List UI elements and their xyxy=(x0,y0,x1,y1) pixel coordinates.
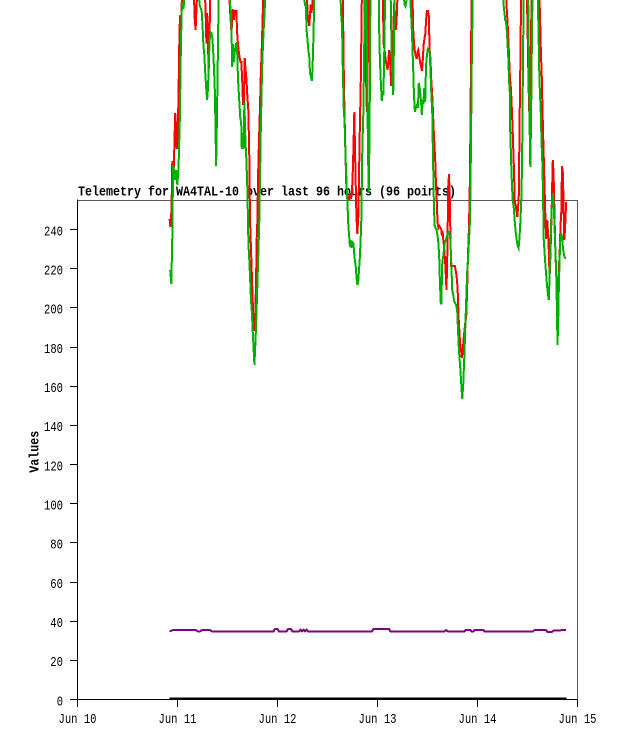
svg-text:60: 60 xyxy=(50,577,63,593)
svg-text:Jun 14: Jun 14 xyxy=(459,712,497,728)
svg-text:Values: Values xyxy=(28,431,44,473)
svg-text:0: 0 xyxy=(57,694,63,710)
svg-text:Jun 15: Jun 15 xyxy=(559,712,597,728)
svg-text:40: 40 xyxy=(50,616,63,632)
svg-text:120: 120 xyxy=(44,459,63,475)
svg-text:240: 240 xyxy=(44,224,63,240)
svg-text:100: 100 xyxy=(44,499,63,515)
svg-text:Jun 10: Jun 10 xyxy=(59,712,97,728)
svg-text:180: 180 xyxy=(44,342,63,358)
svg-text:Jun 13: Jun 13 xyxy=(359,712,397,728)
svg-text:Jun 12: Jun 12 xyxy=(259,712,297,728)
svg-text:140: 140 xyxy=(44,420,63,436)
svg-text:Jun 11: Jun 11 xyxy=(159,712,197,728)
svg-text:80: 80 xyxy=(50,538,63,554)
svg-text:160: 160 xyxy=(44,381,63,397)
svg-text:220: 220 xyxy=(44,264,63,280)
svg-text:20: 20 xyxy=(50,655,63,671)
svg-text:200: 200 xyxy=(44,303,63,319)
svg-text:Telemetry for WA4TAL-10 over l: Telemetry for WA4TAL-10 over last 96 hou… xyxy=(78,185,456,201)
